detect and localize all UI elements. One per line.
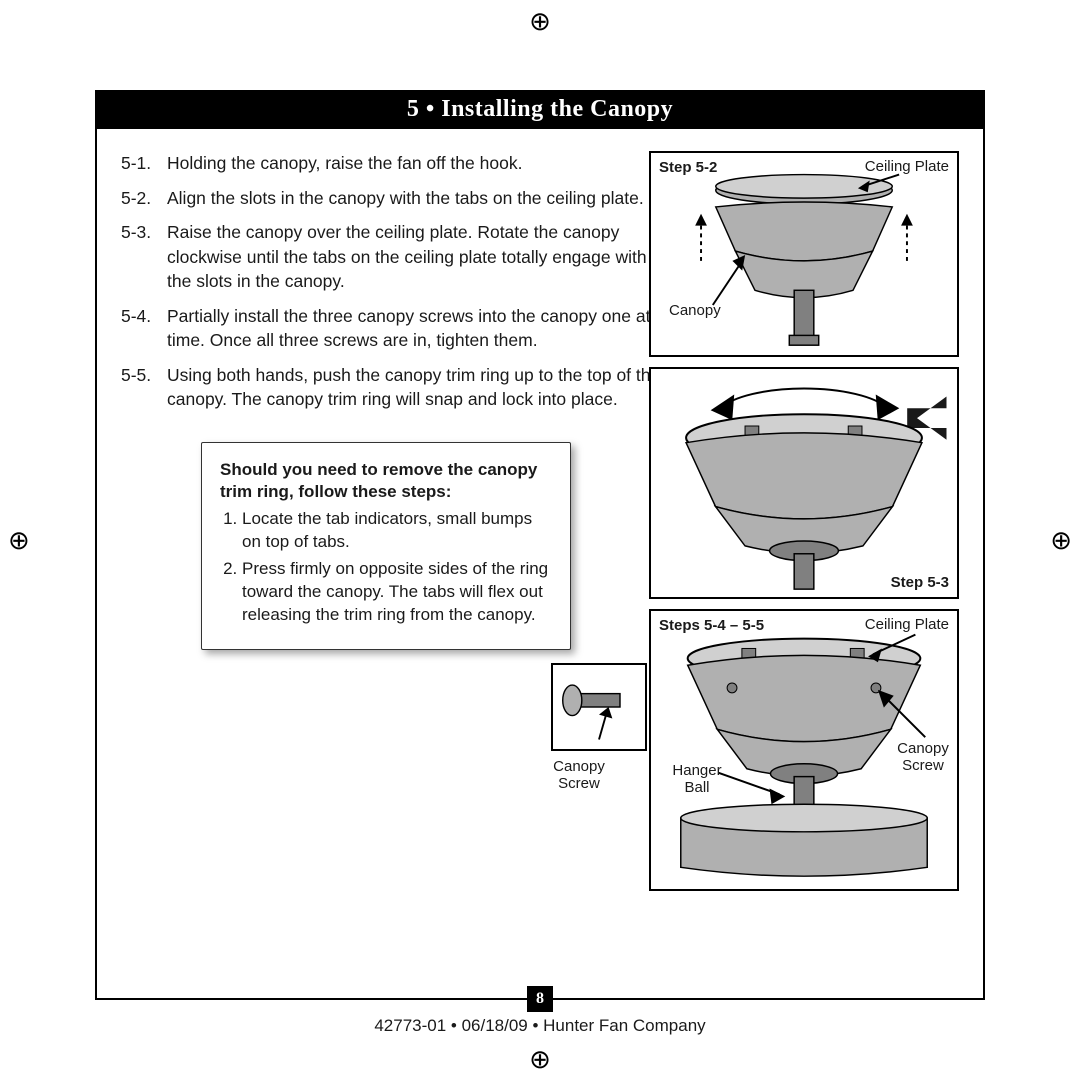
step-text: Raise the canopy over the ceiling plate.…: [167, 220, 671, 294]
step-number: 5-5.: [121, 363, 167, 412]
step-number: 5-4.: [121, 304, 167, 353]
instructions-column: 5-1. Holding the canopy, raise the fan o…: [121, 151, 671, 650]
page-frame: 5 • Installing the Canopy 5-1. Holding t…: [95, 90, 985, 1000]
section-title: 5 • Installing the Canopy: [97, 92, 983, 129]
step-text: Holding the canopy, raise the fan off th…: [167, 151, 522, 176]
step-number: 5-1.: [121, 151, 167, 176]
figure-caption: Ceiling Plate: [865, 159, 949, 176]
registration-mark-icon: ⊕: [529, 8, 551, 34]
step-number: 5-3.: [121, 220, 167, 294]
step-item: 5-1. Holding the canopy, raise the fan o…: [121, 151, 671, 176]
step-item: 5-4. Partially install the three canopy …: [121, 304, 671, 353]
figure-caption: Hanger Ball: [669, 763, 725, 796]
canopy-diagram-icon: [651, 153, 957, 355]
step-text: Using both hands, push the canopy trim r…: [167, 363, 671, 412]
callout-title: Should you need to remove the canopy tri…: [220, 459, 552, 505]
figure-5-2: Step 5-2 Ceiling Plate Canopy: [649, 151, 959, 357]
step-list: 5-1. Holding the canopy, raise the fan o…: [121, 151, 671, 412]
step-text: Partially install the three canopy screw…: [167, 304, 671, 353]
figure-caption: Canopy Screw: [895, 741, 951, 774]
page-content: 5-1. Holding the canopy, raise the fan o…: [97, 129, 983, 997]
figure-caption: Canopy: [669, 303, 721, 320]
callout-item: Locate the tab indicators, small bumps o…: [242, 508, 552, 554]
figure-5-3: Step 5-3: [649, 367, 959, 599]
page-number: 8: [527, 986, 553, 1012]
screw-inset: [551, 663, 647, 751]
figure-label: Steps 5-4 – 5-5: [659, 617, 764, 634]
canopy-rotate-icon: [651, 369, 957, 597]
figure-label: Step 5-2: [659, 159, 717, 176]
step-number: 5-2.: [121, 186, 167, 211]
step-item: 5-3. Raise the canopy over the ceiling p…: [121, 220, 671, 294]
figure-caption: Ceiling Plate: [865, 617, 949, 634]
screw-icon: [553, 665, 645, 749]
figure-caption: Canopy Screw: [547, 759, 611, 792]
step-text: Align the slots in the canopy with the t…: [167, 186, 644, 211]
callout-item: Press firmly on opposite sides of the ri…: [242, 558, 552, 627]
page-footer: 42773-01 • 06/18/09 • Hunter Fan Company: [0, 1016, 1080, 1036]
figures-column: Step 5-2 Ceiling Plate Canopy: [649, 151, 959, 901]
registration-mark-icon: ⊕: [8, 527, 30, 553]
registration-mark-icon: ⊕: [1050, 527, 1072, 553]
step-item: 5-2. Align the slots in the canopy with …: [121, 186, 671, 211]
step-item: 5-5. Using both hands, push the canopy t…: [121, 363, 671, 412]
callout-list: Locate the tab indicators, small bumps o…: [220, 508, 552, 627]
figure-label: Step 5-3: [891, 574, 949, 591]
registration-mark-icon: ⊕: [529, 1046, 551, 1072]
removal-callout: Should you need to remove the canopy tri…: [201, 442, 571, 651]
figure-5-4-5-5: Steps 5-4 – 5-5 Ceiling Plate Canopy Scr…: [649, 609, 959, 891]
